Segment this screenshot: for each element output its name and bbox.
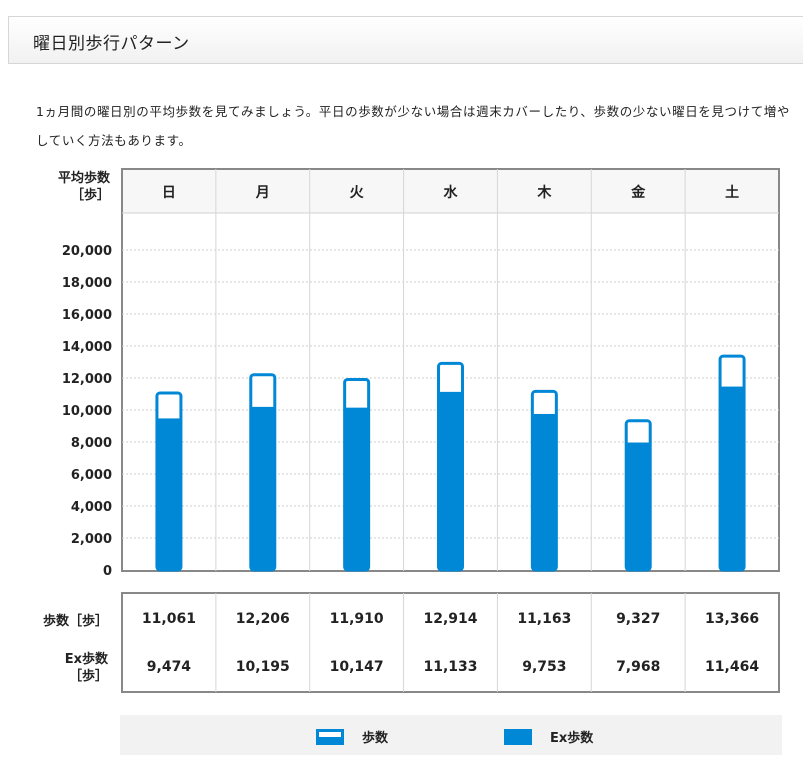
y-tick-label: 2,000 [71, 532, 112, 547]
day-header-band [123, 170, 778, 213]
ex-steps-row-label: Ex歩数 ［歩］ [26, 651, 108, 685]
y-tick-label: 10,000 [62, 404, 112, 419]
steps-value: 11,910 [330, 611, 384, 627]
legend-item-ex-steps: Ex歩数 [504, 727, 593, 746]
y-tick-label: 20,000 [62, 244, 112, 259]
steps-value: 11,163 [517, 611, 571, 627]
y-tick-label: 18,000 [62, 276, 112, 291]
day-label: 日 [162, 185, 176, 201]
y-tick-label: 12,000 [62, 372, 112, 387]
ex-steps-bar [438, 391, 463, 571]
day-label: 木 [536, 184, 552, 201]
ex-steps-value: 10,195 [236, 659, 290, 675]
y-axis-header-line2: ［歩］ [70, 188, 110, 203]
day-label: 土 [725, 184, 739, 201]
ex-steps-value: 7,968 [616, 659, 660, 675]
ex-steps-bar [626, 442, 651, 571]
ex-steps-row-label-line2: ［歩］ [68, 669, 108, 684]
ex-steps-value: 10,147 [330, 659, 384, 675]
ex-steps-value: 9,753 [522, 659, 566, 675]
day-label: 水 [444, 184, 459, 201]
ex-steps-value: 11,464 [705, 659, 759, 675]
steps-value: 9,327 [616, 611, 660, 627]
ex-steps-bar [156, 418, 181, 571]
legend-label-steps: 歩数 [362, 731, 389, 746]
steps-value: 12,206 [236, 611, 290, 627]
ex-steps-bar [344, 407, 369, 571]
values-table-frame [121, 592, 780, 693]
legend-item-steps: 歩数 [316, 727, 388, 746]
ex-steps-bar [250, 406, 275, 571]
legend-swatch-ex-steps [504, 728, 532, 745]
ex-steps-value: 11,133 [423, 659, 477, 675]
ex-steps-bar [720, 386, 745, 571]
y-axis-header: 平均歩数 ［歩］ [36, 170, 110, 204]
day-label: 月 [255, 185, 270, 201]
y-tick-label: 16,000 [62, 308, 112, 323]
y-tick-label: 4,000 [71, 500, 112, 515]
section-title: 曜日別歩行パターン [33, 34, 190, 54]
steps-value: 12,914 [423, 611, 477, 627]
y-tick-label: 14,000 [62, 340, 112, 355]
ex-steps-bar [532, 413, 557, 571]
y-axis-header-line1: 平均歩数 [57, 171, 110, 186]
steps-value: 13,366 [705, 611, 759, 627]
legend: 歩数 Ex歩数 [120, 715, 782, 755]
legend-swatch-steps [316, 728, 344, 745]
section-header: 曜日別歩行パターン [8, 16, 803, 64]
day-label: 金 [630, 184, 646, 201]
day-label: 火 [350, 185, 365, 201]
y-tick-label: 6,000 [71, 468, 112, 483]
ex-steps-value: 9,474 [147, 659, 192, 675]
y-tick-label: 0 [103, 564, 112, 579]
steps-row-label: 歩数［歩］ [42, 614, 108, 629]
y-tick-label: 8,000 [71, 436, 112, 451]
steps-value: 11,061 [142, 611, 196, 627]
description-text: 1ヵ月間の曜日別の平均歩数を見てみましょう。平日の歩数が少ない場合は週末カバーし… [36, 104, 791, 148]
ex-steps-row-label-line1: Ex歩数 [64, 652, 108, 667]
legend-label-ex-steps: Ex歩数 [550, 731, 594, 746]
